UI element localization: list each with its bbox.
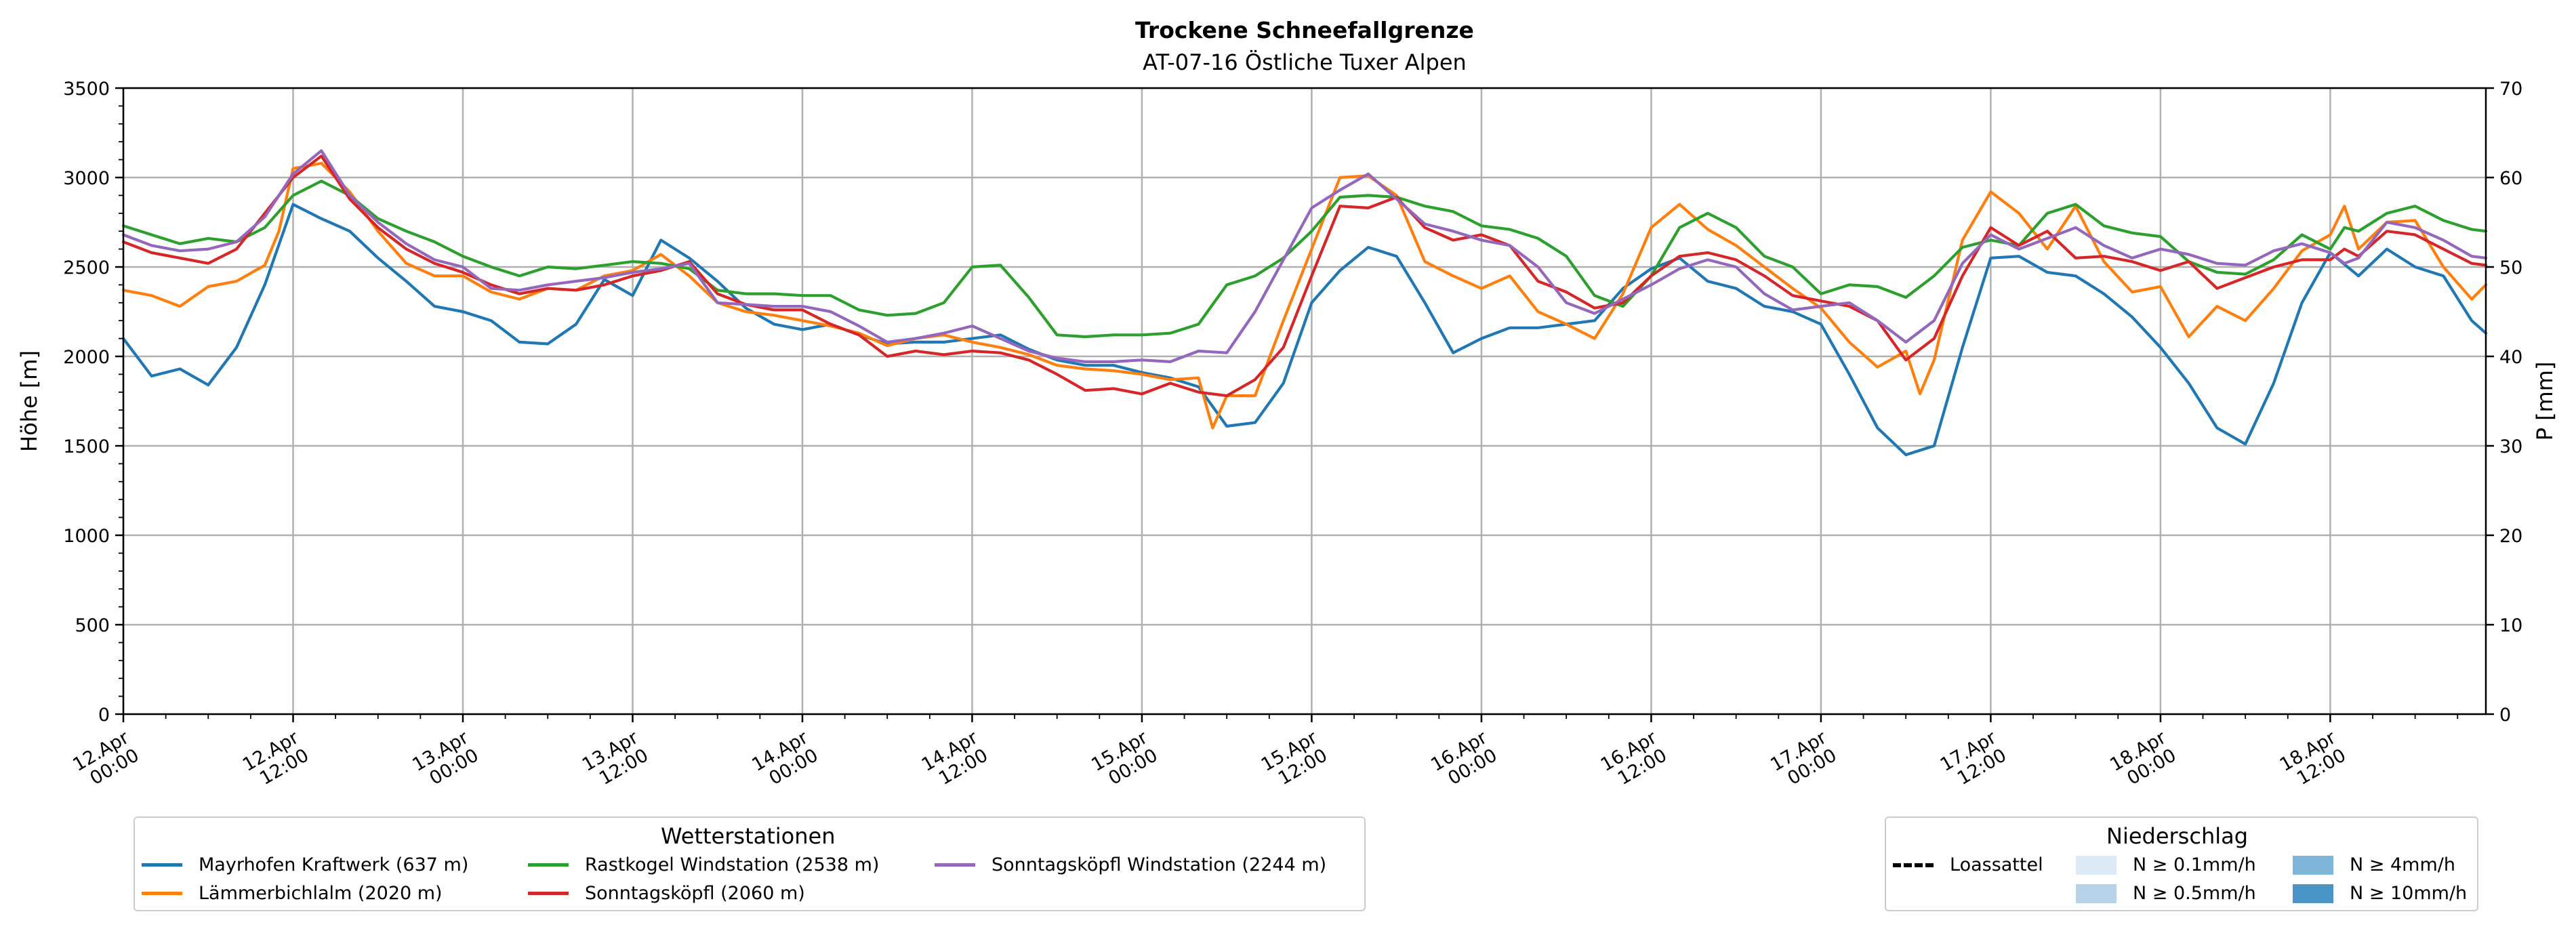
x-tick-label: 12.Apr12:00 [239,727,313,793]
legend-swatch-box [2293,855,2333,875]
x-tick-label: 18.Apr12:00 [2276,727,2350,793]
legend-label: Lämmerbichlalm (2020 m) [199,883,443,904]
y-tick-label: 500 [75,615,110,636]
legend-item-station-3: Sonntagsköpfl (2060 m) [528,883,805,904]
x-tick-label: 17.Apr12:00 [1937,727,2011,793]
series-line-2 [121,180,2488,339]
series-line-4 [121,149,2488,364]
legend-label: Sonntagsköpfl Windstation (2244 m) [991,854,1327,875]
legend-swatch-dashed [1893,863,1934,867]
legend-item-station-0: Mayrhofen Kraftwerk (637 m) [142,854,468,875]
chart-subtitle: AT-07-16 Östliche Tuxer Alpen [1143,49,1467,75]
y-right-tick-label: 20 [2499,526,2522,547]
x-tick-label: 15.Apr00:00 [1088,727,1162,793]
y-axis-right: 0 10 20 30 40 50 60 70 [2486,79,2522,726]
legend-label: Rastkogel Windstation (2538 m) [585,854,880,875]
y-tick-label: 3500 [63,79,110,100]
legend-label: N ≥ 0.5mm/h [2133,883,2256,904]
series-line-1 [121,161,2488,430]
y-right-tick-label: 10 [2499,615,2522,636]
legend-label: Loassattel [1950,854,2043,875]
legend-swatch [935,863,975,867]
chart-title: Trockene Schneefallgrenze [1135,17,1474,43]
legend-swatch [528,863,569,867]
legend-swatch [142,863,182,867]
legend-item-precip-4: N ≥ 4mm/h [2293,854,2455,875]
x-tick-label: 14.Apr00:00 [748,727,822,793]
y-right-tick-label: 0 [2499,705,2511,726]
series-line-3 [121,154,2488,398]
legend-swatch [528,892,569,895]
legend-item-precip-10: N ≥ 10mm/h [2293,883,2467,904]
x-tick-label: 13.Apr12:00 [579,727,653,793]
y-tick-label: 2000 [63,347,110,368]
y-tick-label: 1500 [63,436,110,457]
x-tick-label: 17.Apr00:00 [1767,727,1841,793]
grid-lines [122,87,2486,716]
x-tick-label: 14.Apr12:00 [918,727,992,793]
x-tick-label: 15.Apr12:00 [1258,727,1332,793]
legend-stations-title: Wetterstationen [661,823,836,849]
x-tick-label: 18.Apr00:00 [2106,727,2180,793]
y-axis-left: 0 500 1000 1500 2000 2500 3000 3500 [63,79,123,726]
series-layer [121,149,2488,457]
x-tick-label: 12.Apr00:00 [69,727,143,793]
y-right-tick-label: 30 [2499,436,2522,457]
legend-item-station-2: Rastkogel Windstation (2538 m) [528,854,879,875]
legend-label: N ≥ 0.1mm/h [2133,854,2256,875]
y-axis-label-left: Höhe [m] [16,350,42,452]
legend-label: N ≥ 10mm/h [2350,883,2468,904]
y-tick-label: 2500 [63,257,110,278]
legend-swatch [142,892,182,895]
plot-frame [122,87,2487,716]
legend-label: Mayrhofen Kraftwerk (637 m) [199,854,469,875]
series-line-0 [121,203,2488,457]
legend-item-station-4: Sonntagsköpfl Windstation (2244 m) [935,854,1326,875]
legend-stations: Wetterstationen Mayrhofen Kraftwerk (637… [134,816,1366,911]
y-tick-label: 3000 [63,168,110,189]
legend-precipitation: Niederschlag Loassattel N ≥ 0.1mm/h N ≥ … [1885,816,2478,911]
legend-item-precip-0.1: N ≥ 0.1mm/h [2076,854,2256,875]
y-right-tick-label: 40 [2499,347,2522,368]
y-right-tick-label: 60 [2499,168,2522,189]
legend-item-station-1: Lämmerbichlalm (2020 m) [142,883,443,904]
legend-label: N ≥ 4mm/h [2350,854,2455,875]
y-axis-label-right: P [mm] [2532,362,2558,441]
legend-item-loassattel: Loassattel [1893,854,2043,875]
legend-item-precip-0.5: N ≥ 0.5mm/h [2076,883,2256,904]
legend-precip-title: Niederschlag [2106,823,2249,849]
legend-label: Sonntagsköpfl (2060 m) [585,883,805,904]
y-right-tick-label: 50 [2499,257,2522,278]
y-tick-label: 0 [98,705,110,726]
legend-swatch-box [2293,884,2333,903]
x-tick-label: 16.Apr00:00 [1427,727,1501,793]
x-tick-label: 13.Apr00:00 [409,727,483,793]
y-right-tick-label: 70 [2499,79,2522,100]
x-axis: 12.Apr00:00 12.Apr12:00 13.Apr00:00 13.Apr1… [69,714,2459,793]
y-tick-label: 1000 [63,526,110,547]
legend-swatch-box [2076,884,2117,903]
legend-swatch-box [2076,855,2117,875]
x-tick-label: 16.Apr12:00 [1597,727,1671,793]
